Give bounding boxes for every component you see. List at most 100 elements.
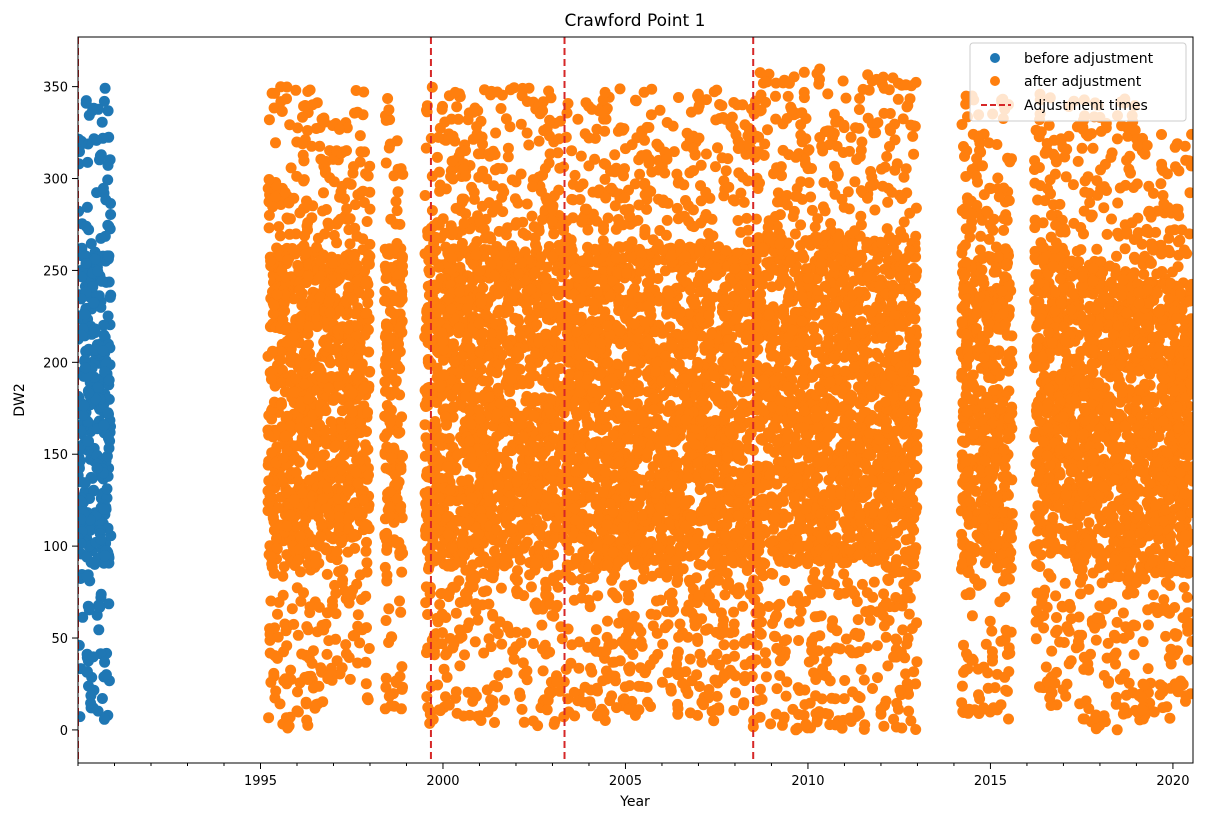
data-point-after-adjustment-5-1583: [599, 125, 611, 137]
data-point-after-adjustment-5-2094: [656, 522, 668, 534]
data-point-after-adjustment-4-1385: [513, 503, 525, 515]
data-point-after-adjustment-5-1843: [674, 618, 686, 630]
data-point-after-adjustment-5-1511: [641, 121, 653, 133]
data-point-after-adjustment-4-1435: [450, 202, 462, 214]
data-point-after-adjustment-5-1423: [540, 589, 552, 601]
data-point-after-adjustment-5-579: [566, 145, 578, 157]
data-point-after-adjustment-4-376: [487, 608, 499, 620]
data-point-after-adjustment-5-1742: [613, 556, 625, 568]
data-point-after-adjustment-2-259: [358, 383, 370, 395]
data-point-after-adjustment-4-1440: [502, 222, 514, 234]
data-point-after-adjustment-5-2040: [671, 460, 682, 472]
data-point-after-adjustment-5-410: [710, 161, 721, 173]
data-point-after-adjustment-5-2074: [625, 410, 637, 422]
data-point-after-adjustment-0-490: [302, 86, 314, 97]
data-point-after-adjustment-2-262: [355, 417, 366, 429]
data-point-after-adjustment-0-356: [302, 217, 314, 229]
data-point-after-adjustment-4-438: [469, 636, 481, 648]
data-point-after-adjustment-5-1970: [592, 286, 603, 298]
data-point-after-adjustment-0-538: [294, 284, 306, 296]
data-point-after-adjustment-2-257: [346, 406, 358, 418]
data-point-after-adjustment-5-1783: [629, 178, 641, 190]
data-point-after-adjustment-3-152: [397, 260, 408, 272]
data-point-after-adjustment-2-195: [361, 307, 373, 319]
data-point-after-adjustment-4-1427: [473, 317, 485, 329]
data-point-after-adjustment-4-1131: [517, 82, 529, 94]
data-point-after-adjustment-5-1923: [613, 305, 625, 316]
data-point-after-adjustment-5-1603: [547, 368, 559, 379]
data-point-after-adjustment-0-491: [265, 255, 277, 267]
data-point-after-adjustment-4-1184: [445, 303, 457, 315]
data-point-after-adjustment-4-1430: [498, 249, 510, 261]
data-point-after-adjustment-4-67: [523, 139, 535, 151]
data-point-after-adjustment-5-1639: [546, 203, 558, 215]
data-point-after-adjustment-4-1203: [518, 716, 530, 728]
data-point-after-adjustment-4-1283: [460, 390, 471, 402]
data-point-after-adjustment-2-129: [349, 199, 361, 211]
data-point-after-adjustment-5-1531: [620, 143, 631, 155]
data-point-after-adjustment-5-2095: [712, 142, 723, 154]
data-point-after-adjustment-5-2020: [697, 414, 709, 425]
data-point-after-adjustment-5-1744: [692, 103, 704, 115]
data-point-after-adjustment-1-179: [316, 459, 328, 471]
data-point-after-adjustment-4-1033: [484, 556, 496, 568]
data-point-after-adjustment-4-1428: [491, 408, 503, 420]
data-point-after-adjustment-5-1707: [618, 422, 630, 434]
data-point-after-adjustment-5-26: [556, 633, 568, 645]
data-point-after-adjustment-5-1988: [639, 224, 651, 235]
data-point-after-adjustment-4-190: [450, 607, 462, 619]
data-point-after-adjustment-1-82: [314, 140, 326, 152]
data-point-after-adjustment-3-157: [395, 606, 407, 618]
data-point-after-adjustment-3-178: [381, 527, 393, 539]
data-point-after-adjustment-5-1870: [630, 94, 641, 106]
data-point-after-adjustment-2-103: [363, 643, 375, 654]
data-point-after-adjustment-5-1340: [683, 215, 695, 227]
data-point-after-adjustment-1-340: [327, 257, 339, 269]
data-point-after-adjustment-1-236: [314, 291, 326, 303]
data-point-after-adjustment-4-1413: [485, 85, 497, 97]
data-point-after-adjustment-5-2089: [607, 506, 619, 518]
data-point-after-adjustment-5-796: [639, 134, 650, 146]
data-point-after-adjustment-0-387: [279, 305, 291, 317]
data-point-after-adjustment-5-1364: [673, 92, 684, 103]
data-point-after-adjustment-1-151: [321, 648, 333, 660]
data-point-after-adjustment-4-914: [426, 81, 438, 93]
data-point-after-adjustment-4-1319: [486, 464, 498, 475]
data-point-after-adjustment-4-1318: [419, 190, 431, 201]
data-point-after-adjustment-5-2085: [706, 328, 718, 340]
data-point-after-adjustment-4-1434: [469, 573, 481, 585]
data-point-after-adjustment-5-343: [599, 173, 611, 185]
data-point-after-adjustment-5-2004: [634, 662, 646, 674]
data-point-after-adjustment-5-1886: [645, 608, 657, 620]
data-point-after-adjustment-4-1303: [516, 418, 528, 430]
data-point-after-adjustment-4-1036: [511, 588, 523, 600]
data-point-after-adjustment-0-577: [300, 344, 312, 356]
data-point-after-adjustment-5-1786: [692, 275, 704, 287]
data-point-after-adjustment-4-1306: [492, 382, 504, 394]
data-point-after-adjustment-4-1332: [527, 181, 539, 193]
data-point-after-adjustment-0-588: [297, 437, 309, 448]
data-point-after-adjustment-5-1835: [581, 203, 592, 215]
data-point-after-adjustment-4-1270: [430, 512, 442, 524]
data-point-after-adjustment-5-2078: [611, 702, 622, 714]
data-point-after-adjustment-4-1052: [446, 155, 458, 167]
data-point-after-adjustment-1-343: [335, 186, 347, 198]
data-point-after-adjustment-0-535: [268, 524, 280, 536]
data-point-after-adjustment-0-554: [284, 420, 296, 432]
data-point-after-adjustment-5-1920: [691, 380, 703, 392]
data-point-after-adjustment-2-39: [342, 485, 354, 497]
data-point-after-adjustment-5-1663: [602, 559, 614, 571]
data-point-after-adjustment-3-166: [394, 502, 406, 514]
data-point-after-adjustment-5-1646: [586, 103, 598, 115]
data-point-after-adjustment-1-300: [341, 203, 353, 215]
data-point-after-adjustment-4-699: [452, 449, 463, 461]
data-point-after-adjustment-4-1245: [509, 288, 521, 300]
data-point-after-adjustment-4-1371: [530, 557, 542, 569]
data-point-after-adjustment-0-609: [267, 345, 279, 357]
data-point-after-adjustment-0-314: [265, 490, 277, 502]
data-point-after-adjustment-1-289: [319, 434, 331, 446]
data-point-after-adjustment-5-2100: [617, 533, 629, 545]
data-point-after-adjustment-5-1915: [681, 347, 693, 359]
data-point-after-adjustment-5-1661: [696, 257, 708, 268]
data-point-after-adjustment-4-1289: [524, 362, 536, 373]
